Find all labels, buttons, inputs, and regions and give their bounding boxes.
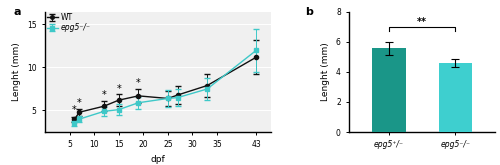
Text: b: b <box>306 7 314 17</box>
Text: *: * <box>102 90 106 100</box>
Text: a: a <box>14 7 21 17</box>
Text: *: * <box>136 78 140 88</box>
Text: *: * <box>77 98 82 108</box>
Text: **: ** <box>417 17 427 27</box>
Text: *: * <box>116 84 121 94</box>
X-axis label: dpf: dpf <box>150 155 166 164</box>
Y-axis label: Lenght (mm): Lenght (mm) <box>322 42 330 101</box>
Legend: WT, epg5⁻/⁻: WT, epg5⁻/⁻ <box>46 13 90 32</box>
Text: *: * <box>72 105 77 115</box>
Y-axis label: Lenght (mm): Lenght (mm) <box>12 42 22 101</box>
Bar <box>372 49 406 132</box>
Bar <box>438 63 472 132</box>
